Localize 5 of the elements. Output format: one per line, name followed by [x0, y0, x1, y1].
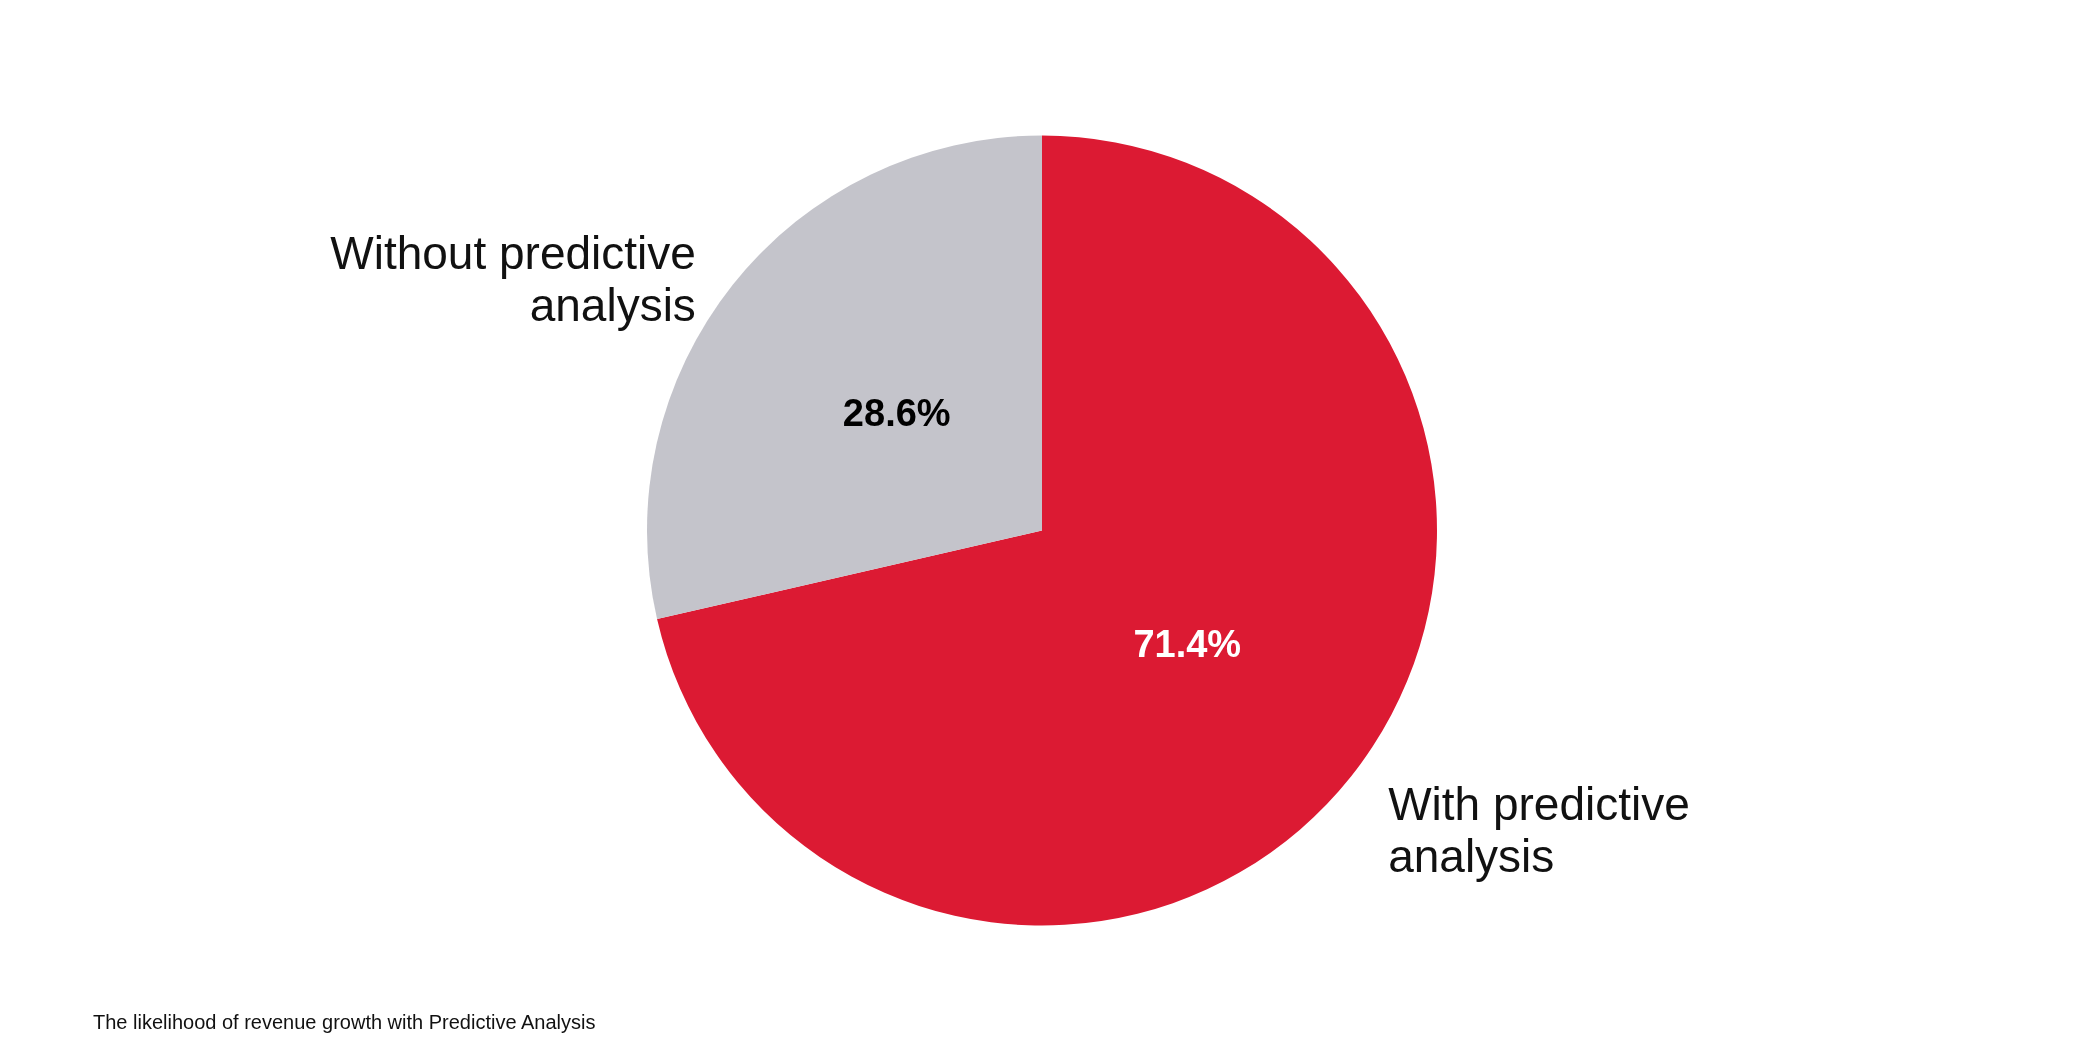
data-label: 71.4% — [1133, 623, 1242, 666]
slice-label: Without predictive analysis — [330, 226, 696, 331]
text: The likelihood of revenue growth with Predictive Analysis — [93, 1011, 596, 1033]
slice-label: With predictive analysis — [1388, 778, 1690, 883]
data-label: 28.6% — [842, 391, 951, 434]
